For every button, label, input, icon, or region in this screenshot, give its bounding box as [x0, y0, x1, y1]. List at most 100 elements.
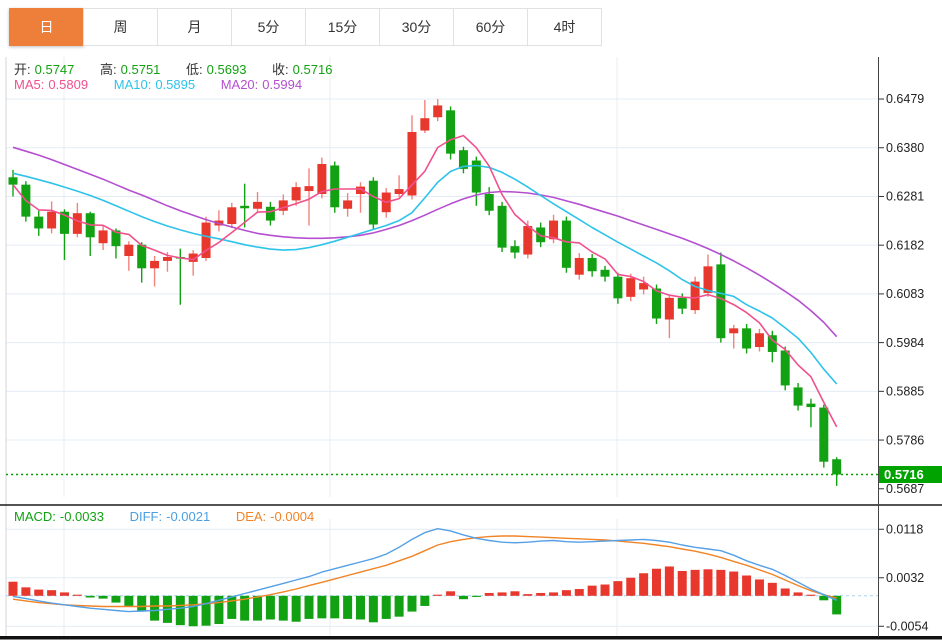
tab-m30[interactable]: 30分 — [379, 8, 454, 46]
open-value: 0.5747 — [34, 62, 75, 77]
diff-value: -0.0021 — [166, 509, 211, 524]
main-chart-plot[interactable] — [6, 57, 878, 497]
candle-down — [510, 246, 520, 253]
axis-label: 0.6479 — [886, 92, 924, 106]
low-label: 低: — [186, 62, 203, 77]
tab-m15[interactable]: 15分 — [305, 8, 380, 46]
candle-down — [484, 194, 494, 211]
macd-hist-bar — [355, 595, 365, 620]
macd-hist-bar — [780, 588, 790, 596]
timeframe-tabbar: 日周月 5分 15分 30分 60分 4时 — [0, 0, 942, 57]
ma20-label: MA20: — [220, 77, 259, 92]
tab-m60[interactable]: 60分 — [453, 8, 528, 46]
macd-plot[interactable] — [6, 519, 878, 634]
macd-hist-bar — [729, 571, 739, 596]
candle-up — [549, 220, 559, 240]
macd-header: MACD: -0.0033 DIFF: -0.0021 DEA: -0.0004 — [14, 509, 318, 524]
diff-line — [12, 528, 837, 613]
macd-hist-bar — [304, 595, 314, 619]
open-label: 开: — [14, 62, 31, 77]
candle-down — [59, 211, 69, 234]
candle-up — [317, 163, 327, 195]
tab-m5[interactable]: 5分 — [231, 8, 306, 46]
macd-hist-bar — [124, 595, 134, 606]
macd-hist-bar — [639, 573, 649, 596]
candle-up — [343, 200, 353, 209]
candle-up — [98, 230, 108, 244]
dea-line — [12, 535, 837, 608]
macd-hist-bar — [536, 592, 546, 596]
macd-hist-bar — [613, 581, 623, 596]
macd-hist-bar — [291, 595, 301, 622]
macd-hist-bar — [34, 589, 44, 596]
macd-hist-bar — [227, 595, 237, 619]
candle-down — [613, 276, 623, 299]
macd-hist-bar — [587, 585, 597, 596]
candle-down — [458, 150, 468, 169]
axis-label: 0.5687 — [886, 482, 924, 496]
macd-hist-bar — [214, 595, 224, 624]
candle-down — [446, 110, 456, 154]
candle-up — [304, 186, 314, 192]
candle-down — [497, 205, 507, 248]
macd-hist-bar — [574, 589, 584, 596]
macd-hist-bar — [150, 595, 160, 621]
candle-up — [150, 260, 160, 269]
macd-hist-bar — [433, 594, 443, 596]
candle-up — [253, 201, 263, 209]
macd-layer — [0, 504, 942, 640]
macd-hist-bar — [600, 584, 610, 596]
candle-down — [767, 335, 777, 352]
candle-down — [137, 244, 147, 269]
last-price-tag: 0.5716 — [879, 466, 942, 483]
macd-hist-bar — [72, 594, 82, 596]
tab-month[interactable]: 月 — [157, 8, 232, 46]
candle-down — [716, 264, 726, 339]
candle-up — [626, 278, 636, 297]
candle-down — [587, 257, 597, 272]
candle-up — [754, 333, 764, 348]
macd-hist-bar — [394, 595, 404, 617]
macd-hist-bar — [343, 595, 353, 619]
macd-hist-bar — [265, 595, 275, 620]
ma10-line — [12, 164, 838, 385]
macd-hist-bar — [806, 594, 816, 596]
macd-hist-bar — [317, 595, 327, 619]
candle-up — [394, 189, 404, 195]
tab-day[interactable]: 日 — [9, 8, 84, 46]
candle-up — [729, 328, 739, 334]
macd-hist-bar — [690, 569, 700, 596]
tab-h4[interactable]: 4时 — [527, 8, 602, 46]
macd-hist-bar — [98, 595, 108, 599]
candle-up — [420, 118, 430, 131]
candle-up — [639, 283, 649, 290]
ma-header: MA5: 0.5809 MA10: 0.5895 MA20: 0.5994 — [14, 77, 306, 92]
candle-down — [240, 205, 250, 209]
high-value: 0.5751 — [120, 62, 161, 77]
axis-label: 0.0032 — [886, 571, 924, 585]
macd-hist-bar — [471, 595, 481, 597]
ma5-line — [12, 134, 838, 428]
macd-hist-bar — [484, 592, 494, 596]
gridlines — [5, 57, 878, 636]
axis-label: 0.6380 — [886, 141, 924, 155]
macd-hist-bar — [716, 569, 726, 596]
macd-hist-bar — [407, 595, 417, 612]
candle-up — [523, 225, 533, 255]
candle-down — [819, 407, 829, 462]
axis-label: 0.5786 — [886, 433, 924, 447]
candle-down — [368, 180, 378, 225]
candle-up — [124, 244, 134, 257]
macd-hist-bar — [137, 595, 147, 612]
candle-down — [806, 403, 816, 408]
candle-up — [407, 131, 417, 196]
macd-hist-bar — [626, 577, 636, 596]
candle-down — [832, 459, 842, 475]
axis-label: 0.6182 — [886, 238, 924, 252]
candle-down — [471, 160, 481, 193]
candle-up — [433, 105, 443, 118]
last-price-tag-text: 0.5716 — [884, 467, 924, 482]
ma10-value: 0.5895 — [155, 77, 196, 92]
macd-hist-bar — [188, 595, 198, 627]
tab-week[interactable]: 周 — [83, 8, 158, 46]
